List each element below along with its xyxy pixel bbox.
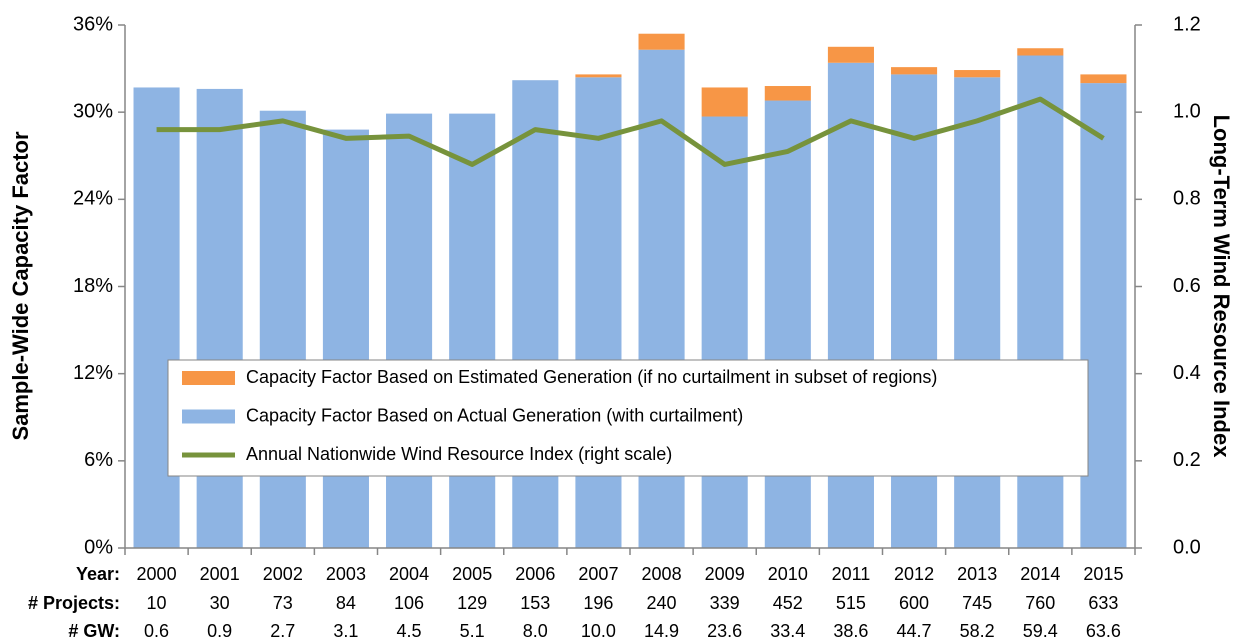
legend-label: Capacity Factor Based on Actual Generati… — [246, 405, 743, 425]
x-tick-label: 2013 — [957, 564, 997, 584]
bar — [701, 87, 748, 117]
table-cell: 30 — [210, 593, 230, 613]
x-tick-label: 2011 — [832, 564, 871, 584]
table-row-label: # Projects: — [28, 593, 120, 613]
x-tick-label: 2010 — [768, 564, 808, 584]
bar — [954, 70, 1001, 78]
bar — [764, 100, 811, 549]
bar — [638, 33, 685, 50]
table-cell: 73 — [273, 593, 293, 613]
table-cell: 14.9 — [644, 621, 679, 641]
table-cell: 10.0 — [581, 621, 616, 641]
bar — [1017, 48, 1064, 56]
bar — [575, 74, 622, 78]
x-tick-label: 2002 — [263, 564, 303, 584]
table-cell: 33.4 — [770, 621, 805, 641]
table-cell: 600 — [899, 593, 929, 613]
table-cell: 106 — [394, 593, 424, 613]
y2-tick-label: 1.0 — [1173, 100, 1201, 122]
y-tick-label: 18% — [73, 275, 113, 297]
x-tick-label: 2006 — [515, 564, 555, 584]
bar — [133, 87, 180, 548]
x-tick-label: 2014 — [1020, 564, 1060, 584]
legend-label: Capacity Factor Based on Estimated Gener… — [246, 367, 937, 387]
table-cell: 44.7 — [897, 621, 932, 641]
table-cell: 38.6 — [833, 621, 868, 641]
bar — [386, 113, 433, 548]
table-cell: 129 — [457, 593, 487, 613]
x-tick-label: 2009 — [705, 564, 745, 584]
table-cell: 745 — [962, 593, 992, 613]
bar — [1080, 83, 1127, 548]
y2-axis-title: Long-Term Wind Resource Index — [1209, 115, 1234, 459]
table-cell: 0.6 — [144, 621, 169, 641]
y2-tick-label: 0.4 — [1173, 362, 1201, 384]
y2-tick-label: 0.8 — [1173, 188, 1201, 210]
x-tick-label: 2000 — [137, 564, 177, 584]
bar — [512, 80, 559, 548]
y2-tick-label: 0.6 — [1173, 275, 1201, 297]
table-cell: 58.2 — [960, 621, 995, 641]
bar — [322, 129, 369, 548]
table-cell: 515 — [836, 593, 866, 613]
table-cell: 633 — [1088, 593, 1118, 613]
x-tick-label: 2001 — [200, 564, 240, 584]
y-tick-label: 12% — [73, 362, 113, 384]
bar — [954, 77, 1001, 549]
table-cell: 8.0 — [523, 621, 548, 641]
bar — [891, 74, 938, 549]
x-tick-label: 2015 — [1083, 564, 1123, 584]
y2-tick-label: 0.2 — [1173, 449, 1201, 471]
bar — [196, 88, 243, 548]
table-cell: 5.1 — [460, 621, 485, 641]
table-row-label: # GW: — [68, 621, 120, 641]
bar — [701, 116, 748, 549]
table-cell: 452 — [773, 593, 803, 613]
table-cell: 240 — [647, 593, 677, 613]
legend-label: Annual Nationwide Wind Resource Index (r… — [246, 444, 672, 464]
table-cell: 84 — [336, 593, 356, 613]
x-tick-label: 2003 — [326, 564, 366, 584]
x-tick-label: 2008 — [642, 564, 682, 584]
table-cell: 760 — [1025, 593, 1055, 613]
bar — [891, 67, 938, 75]
table-cell: 2.7 — [270, 621, 295, 641]
table-cell: 0.9 — [207, 621, 232, 641]
x-tick-label: 2012 — [894, 564, 934, 584]
legend-swatch — [182, 371, 235, 385]
y-tick-label: 36% — [73, 13, 113, 35]
legend-swatch — [182, 409, 235, 424]
y-axis-title: Sample-Wide Capacity Factor — [8, 131, 33, 441]
x-tick-label: 2005 — [452, 564, 492, 584]
y-tick-label: 30% — [73, 100, 113, 122]
x-tick-label: 2007 — [578, 564, 618, 584]
y-tick-label: 0% — [84, 536, 113, 558]
table-cell: 10 — [147, 593, 167, 613]
y2-tick-label: 1.2 — [1173, 13, 1201, 35]
bar — [449, 113, 496, 548]
x-tick-label: 2004 — [389, 564, 429, 584]
y-tick-label: 24% — [73, 188, 113, 210]
y2-tick-label: 0.0 — [1173, 536, 1201, 558]
table-cell: 153 — [520, 593, 550, 613]
table-cell: 4.5 — [397, 621, 422, 641]
table-cell: 59.4 — [1023, 621, 1058, 641]
table-cell: 3.1 — [333, 621, 358, 641]
bar — [764, 86, 811, 101]
line-series — [156, 96, 1105, 167]
legend — [167, 359, 1089, 477]
bar — [575, 77, 622, 549]
table-cell: 339 — [710, 593, 740, 613]
bar — [1080, 74, 1127, 84]
table-cell: 23.6 — [707, 621, 742, 641]
table-row-label: Year: — [76, 564, 120, 584]
bar — [259, 110, 306, 548]
y-tick-label: 6% — [84, 449, 113, 471]
table-cell: 63.6 — [1086, 621, 1121, 641]
bar — [827, 46, 874, 63]
table-cell: 196 — [583, 593, 613, 613]
